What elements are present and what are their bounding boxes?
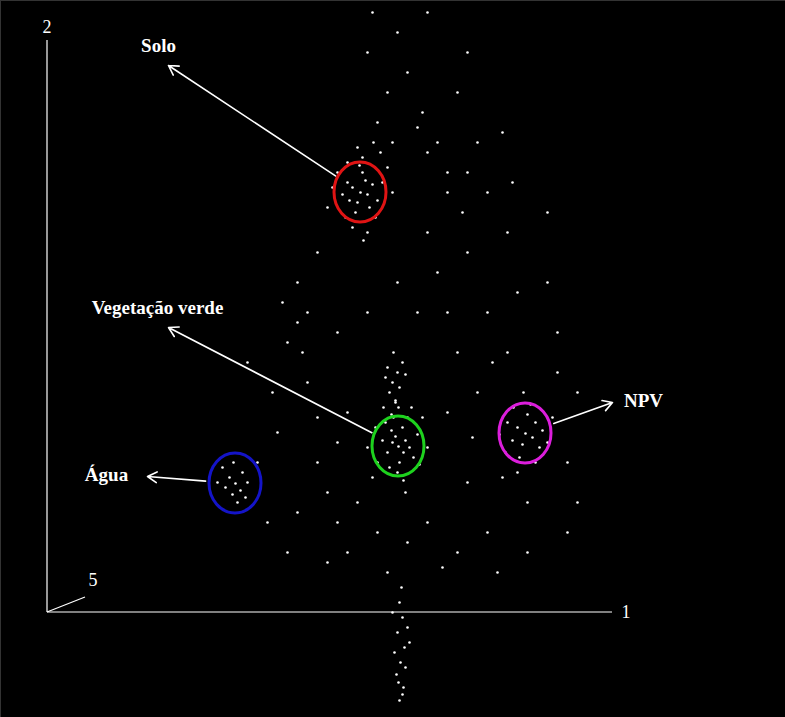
svg-text:Vegetação verde: Vegetação verde (92, 297, 224, 318)
svg-text:1: 1 (622, 602, 631, 622)
svg-text:NPV: NPV (624, 390, 663, 411)
svg-text:Água: Água (85, 464, 129, 485)
svg-text:Solo: Solo (141, 35, 176, 56)
svg-text:2: 2 (43, 17, 52, 37)
svg-text:5: 5 (89, 570, 98, 590)
